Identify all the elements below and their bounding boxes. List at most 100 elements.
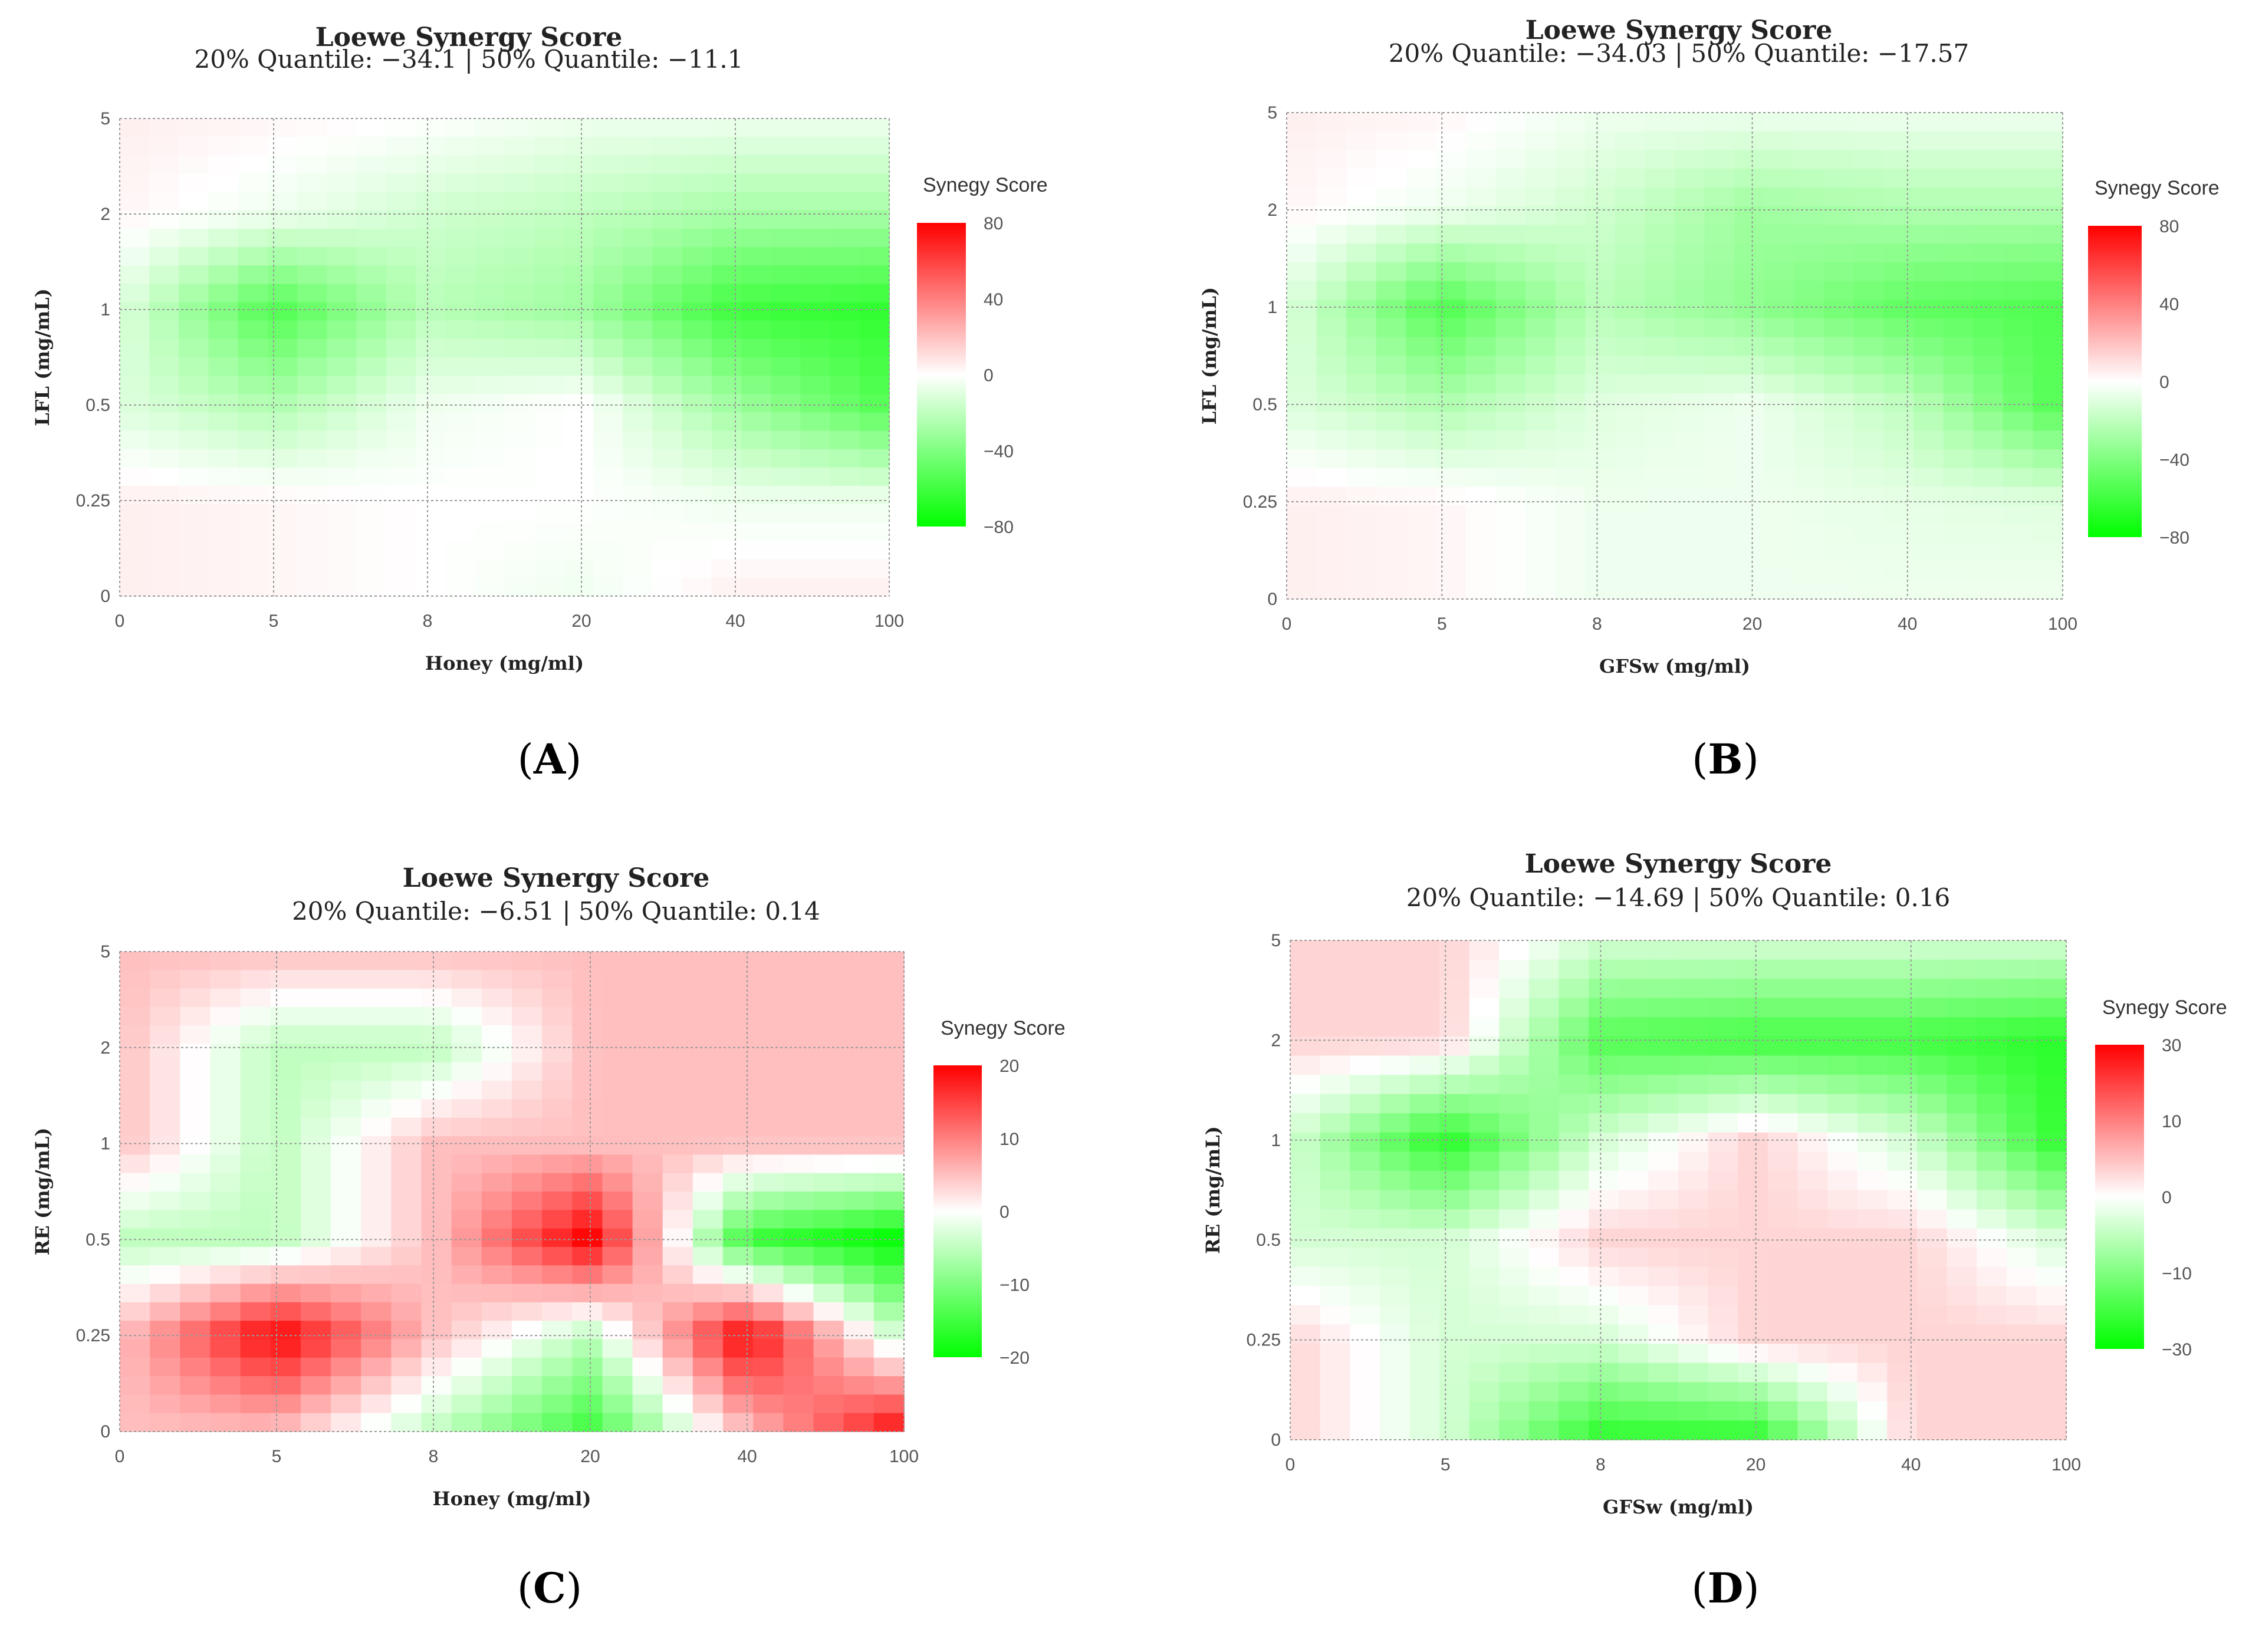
heatmap-cell [1943, 580, 1974, 600]
heatmap-cell [1764, 225, 1795, 244]
heatmap-cell [1678, 1324, 1709, 1344]
heatmap-cell [1376, 262, 1407, 282]
heatmap-cell [542, 1081, 573, 1100]
heatmap-cell [120, 486, 150, 505]
heatmap-cell [662, 1062, 693, 1081]
heatmap-cell [1376, 169, 1407, 188]
heatmap-cell [150, 1025, 181, 1045]
heatmap-cell [1615, 113, 1646, 132]
colorbar [917, 223, 966, 526]
heatmap-cell [1738, 1286, 1768, 1306]
heatmap-cell [1824, 430, 1855, 450]
heatmap-cell [682, 522, 712, 542]
heatmap-cell [1495, 187, 1526, 207]
heatmap-cell [572, 1099, 603, 1118]
heatmap-cell [481, 988, 512, 1008]
heatmap-cell [1499, 1248, 1530, 1268]
heatmap-cell [830, 137, 860, 156]
heatmap-cell [512, 1044, 543, 1063]
heatmap-cell [1767, 1363, 1799, 1383]
heatmap-cell [563, 412, 594, 432]
heatmap-cell [572, 1025, 603, 1045]
heatmap-cell [1287, 580, 1317, 600]
heatmap-cell [415, 320, 446, 340]
heatmap-cell [445, 265, 476, 285]
heatmap-cell [1350, 1094, 1380, 1114]
heatmap-cell [1290, 1324, 1321, 1344]
heatmap-cell [415, 192, 446, 211]
heatmap-cell [830, 577, 860, 597]
heatmap-cell [1346, 412, 1377, 432]
heatmap-cell [1320, 1401, 1351, 1421]
heatmap-cell [1615, 300, 1646, 319]
heatmap-cell [652, 173, 683, 193]
heatmap-cell [1916, 1094, 1948, 1114]
heatmap-cell [327, 449, 357, 468]
heatmap-cell [1320, 1190, 1351, 1210]
heatmap-cell [1406, 300, 1436, 319]
heatmap-cell [1495, 486, 1526, 506]
heatmap-cell [1525, 131, 1556, 151]
heatmap-cell [1977, 1286, 2007, 1306]
heatmap-cell [1764, 542, 1795, 562]
heatmap-cell [415, 504, 446, 524]
heatmap-cell [1973, 150, 2004, 169]
heatmap-cell [445, 430, 476, 450]
heatmap-cell [830, 449, 860, 468]
heatmap-cell [1794, 187, 1824, 207]
heatmap-cell [504, 338, 535, 358]
heatmap-cell [149, 119, 180, 137]
heatmap-cell [1734, 412, 1765, 432]
heatmap-cell [711, 320, 742, 340]
heatmap-cell [741, 504, 772, 524]
heatmap-cell [800, 210, 831, 229]
heatmap-cell [1767, 940, 1799, 960]
heatmap-cell [1528, 1228, 1560, 1249]
heatmap-cell [240, 1099, 271, 1118]
heatmap-cell [1469, 979, 1500, 999]
heatmap-cell [1977, 1248, 2007, 1268]
heatmap-cell [475, 541, 505, 560]
heatmap-cell [632, 1246, 663, 1266]
heatmap-cell [534, 247, 564, 266]
heatmap-cell [2036, 1286, 2067, 1306]
heatmap-cell [238, 522, 268, 542]
heatmap-cell [771, 541, 801, 560]
heatmap-cell [270, 1339, 301, 1358]
heatmap-cell [1559, 1248, 1589, 1268]
heatmap-cell [1439, 1286, 1470, 1306]
heatmap-cell [2003, 374, 2034, 394]
heatmap-cell [149, 173, 180, 193]
heatmap-cell [208, 247, 239, 266]
heatmap-cell [120, 430, 150, 450]
heatmap-cell [1589, 1209, 1619, 1229]
heatmap-cell [504, 302, 535, 321]
heatmap-cell [753, 1044, 784, 1063]
heatmap-cell [1350, 1151, 1380, 1171]
heatmap-cell [1465, 505, 1497, 525]
heatmap-cell [1913, 206, 1944, 226]
heatmap-cell [327, 394, 357, 413]
heatmap-cell [563, 265, 594, 285]
heatmap-cell [1678, 1266, 1709, 1287]
heatmap-cell [1947, 940, 1977, 960]
heatmap-cell [1675, 150, 1705, 169]
heatmap-cell [593, 467, 624, 486]
y-axis-label: RE (mg/mL) [31, 1128, 54, 1256]
heatmap-cell [1585, 225, 1616, 244]
heatmap-cell [602, 1357, 633, 1377]
heatmap-cell [1559, 1266, 1589, 1287]
panel-label: (B) [1692, 735, 1759, 784]
heatmap-cell [741, 376, 772, 395]
heatmap-cell [843, 1210, 874, 1229]
heatmap-cell [2036, 1344, 2067, 1364]
heatmap-cell [415, 541, 446, 560]
heatmap-cell [859, 302, 890, 321]
heatmap-cell [1794, 505, 1824, 525]
heatmap-cell [504, 412, 535, 432]
heatmap-cell [593, 338, 624, 358]
heatmap-cell [623, 338, 653, 358]
